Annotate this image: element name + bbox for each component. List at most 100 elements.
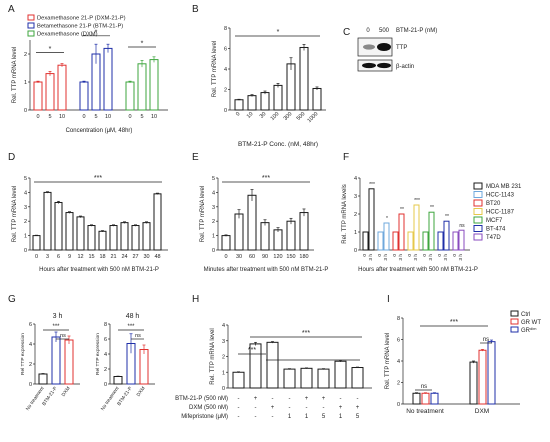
y-tick-label: 2: [212, 219, 215, 225]
panel-letter-B: B: [192, 4, 199, 15]
panel-letter-D: D: [8, 152, 15, 163]
bar: [286, 220, 296, 251]
y-axis-label: Rel TTP expression: [20, 333, 26, 375]
condition-symbol: -: [238, 414, 240, 420]
panel-letter-H: H: [192, 294, 199, 305]
y-tick-label: 4: [224, 67, 227, 73]
x-tick-label: DXM: [136, 386, 147, 398]
bar: [300, 367, 313, 389]
x-tick-label: 100: [270, 111, 281, 122]
x-axis-label: Hours after treatment with 500 nM BTM-21…: [358, 267, 478, 273]
bar: [76, 216, 85, 251]
x-tick-label: 300: [283, 111, 294, 122]
condition-symbol: -: [238, 405, 240, 411]
bar-blue: [443, 220, 450, 251]
significance-label: ns: [60, 333, 66, 339]
x-tick-label: 3 h: [413, 254, 419, 261]
panel-letter-C: C: [343, 27, 350, 38]
bar: [317, 368, 330, 389]
y-tick-label: 0: [224, 108, 227, 114]
x-axis-label: BTM-21-P Conc. (nM, 48hr): [238, 141, 318, 148]
bar: [234, 213, 244, 251]
y-axis-label: Rel. TTP mRNA levels: [342, 184, 348, 243]
legend-label: Dexamethasone 21-P (DXM-21-P): [37, 16, 126, 22]
x-tick-label: 0: [407, 254, 413, 257]
bar: [260, 92, 270, 111]
blot-band: [377, 62, 391, 69]
significance-label: **: [400, 207, 404, 213]
legend-label: HCC-1187: [486, 210, 515, 216]
bar-black: [368, 188, 375, 251]
significance-label: *: [277, 29, 280, 36]
x-tick-label: 30: [259, 111, 268, 120]
x-tick-label: 10: [105, 114, 111, 120]
bar-purple: [452, 231, 459, 251]
panel-letter-G: G: [8, 294, 16, 305]
x-tick-label: No treatment: [100, 385, 121, 412]
y-tick-label: 4: [104, 352, 107, 358]
legend-label: MDA MB 231: [486, 184, 522, 190]
bar: [65, 212, 74, 251]
bar-red: [139, 349, 149, 385]
x-tick-label: 90: [262, 254, 268, 260]
legend-label: GR WT: [521, 320, 541, 326]
y-tick-label: 4: [29, 342, 32, 348]
condition-symbol: -: [340, 396, 342, 402]
significance-label: ***: [94, 175, 102, 182]
bar-black: [469, 361, 478, 405]
x-tick-label: 3 h: [428, 254, 434, 261]
bar: [266, 341, 279, 389]
condition-symbol: -: [255, 405, 257, 411]
bar: [351, 367, 364, 389]
y-tick-label: 8: [104, 322, 107, 328]
condition-symbol: -: [272, 414, 274, 420]
x-tick-label: 15: [88, 254, 94, 260]
legend-label: GRdim: [521, 326, 537, 334]
x-tick-label: 0: [128, 114, 131, 120]
legend-superscript: dim: [530, 326, 537, 331]
x-tick-label: 0: [235, 111, 241, 117]
x-tick-label: 3 h: [443, 254, 449, 261]
x-tick-label: 3 h: [368, 254, 374, 261]
x-tick-label: 5: [48, 114, 51, 120]
x-axis-label: Concentration (μM, 48hr): [66, 128, 133, 134]
y-tick-label: 6: [397, 338, 400, 344]
x-tick-label: 3: [46, 254, 49, 260]
condition-label: DXM (500 nM): [189, 405, 228, 411]
lane-label: 500: [379, 28, 390, 34]
x-tick-label: 180: [299, 254, 308, 260]
bar-red: [421, 392, 430, 405]
legend-swatch: [473, 182, 483, 190]
y-axis-label: Rel. TTP mRNA level: [385, 333, 391, 389]
bar: [273, 229, 283, 251]
x-tick-label: 5: [140, 114, 143, 120]
condition-symbol: +: [322, 396, 326, 402]
y-tick-label: 5: [212, 176, 215, 182]
bar: [32, 235, 41, 251]
significance-label: *: [386, 216, 388, 222]
y-tick-label: 0: [397, 402, 400, 408]
y-tick-label: 6: [29, 322, 32, 328]
condition-symbol: 5: [356, 414, 360, 420]
y-axis-label: Rel TTP expression: [95, 333, 101, 375]
bar-red: [45, 73, 55, 111]
legend-label: HCC-1143: [486, 193, 515, 199]
bar-red: [33, 81, 43, 111]
legend-label: MCF7: [486, 218, 503, 224]
bar-red: [398, 213, 405, 251]
condition-symbol: +: [305, 396, 309, 402]
x-tick-label: 30: [236, 254, 242, 260]
significance-label: ***: [262, 175, 270, 182]
condition-symbol: 1: [305, 414, 309, 420]
panel-letter-F: F: [343, 152, 349, 163]
x-tick-label: DXM: [61, 386, 72, 398]
legend-swatch: [510, 310, 519, 317]
y-tick-label: 1: [222, 370, 225, 376]
y-axis-label: Rel. TTP mRNA level: [200, 186, 206, 242]
bar: [283, 368, 296, 389]
bar: [299, 46, 309, 111]
y-tick-label: 6: [224, 47, 227, 53]
x-tick-label: 0: [362, 254, 368, 257]
legend-label: T47D: [486, 235, 501, 241]
